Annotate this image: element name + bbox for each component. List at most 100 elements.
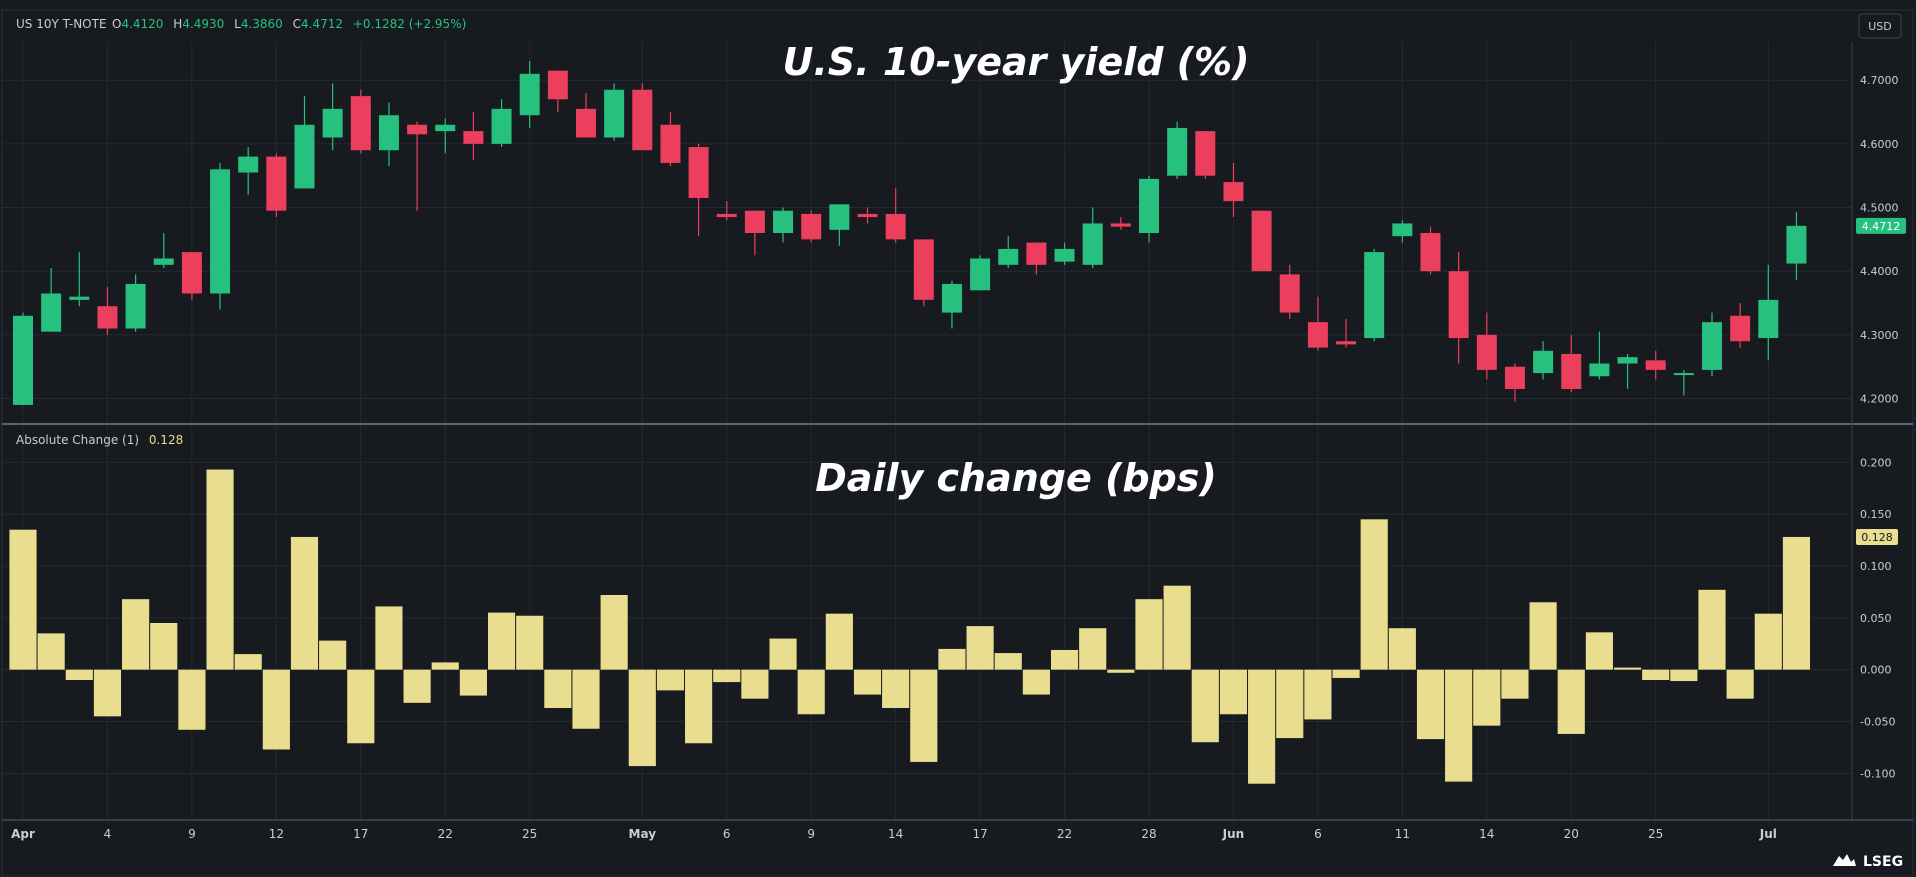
chart-frame bbox=[1, 9, 1914, 877]
candle-body bbox=[1617, 357, 1638, 364]
change-bar bbox=[150, 623, 178, 670]
candle-body bbox=[1026, 242, 1047, 265]
change-bar bbox=[910, 669, 938, 762]
time-tick-label: 14 bbox=[1479, 827, 1494, 841]
change-bar bbox=[1332, 669, 1360, 678]
candle-body bbox=[13, 315, 33, 405]
indicator-value: 0.128 bbox=[149, 433, 183, 447]
change-bar bbox=[234, 654, 262, 670]
candle-body bbox=[1251, 210, 1272, 272]
change-bar bbox=[65, 669, 93, 681]
candle-body bbox=[857, 213, 878, 218]
change-last-value-box bbox=[1856, 528, 1898, 545]
candle-body bbox=[576, 108, 596, 138]
high-label: H bbox=[173, 17, 182, 31]
candle-body bbox=[1758, 299, 1779, 339]
change-bar bbox=[1473, 669, 1501, 726]
candle-body bbox=[1223, 182, 1244, 202]
change-bar bbox=[1050, 649, 1079, 670]
candle-body bbox=[97, 306, 118, 329]
candle-body bbox=[1786, 225, 1807, 264]
candle-body bbox=[1645, 360, 1666, 370]
open-value: 4.4120 bbox=[121, 17, 163, 31]
change-chart-title: Daily change (bps) bbox=[815, 456, 1216, 500]
candle-body bbox=[1139, 178, 1159, 233]
close-value: 4.4712 bbox=[301, 17, 343, 31]
change-bar bbox=[600, 595, 628, 670]
time-tick-label: 25 bbox=[1648, 827, 1663, 841]
time-tick-label: 25 bbox=[522, 827, 537, 841]
change-bar bbox=[1782, 536, 1811, 670]
time-tick-label: Jul bbox=[1759, 827, 1777, 841]
change-bar bbox=[206, 469, 234, 670]
candle-body bbox=[1364, 252, 1385, 339]
change-bar bbox=[1416, 669, 1445, 740]
price-last-value: 4.4712 bbox=[1862, 220, 1901, 233]
candle-body bbox=[266, 156, 287, 211]
candle-body bbox=[970, 258, 991, 291]
candle-body bbox=[1448, 271, 1469, 339]
change-bar bbox=[1613, 667, 1642, 670]
candle-body bbox=[1561, 353, 1582, 389]
change-bar bbox=[825, 613, 853, 670]
currency-button[interactable] bbox=[1858, 13, 1902, 39]
change-bar bbox=[1754, 613, 1782, 670]
time-tick-label: 28 bbox=[1141, 827, 1156, 841]
candle-body bbox=[491, 108, 512, 144]
change-bar bbox=[1585, 632, 1613, 670]
lseg-logo-mark bbox=[1833, 854, 1856, 866]
open-label: O bbox=[112, 17, 121, 31]
change-last-value-label: 0.128 bbox=[1856, 528, 1898, 545]
change-axis[interactable]: -0.100 -0.050 0.000 0.050 0.100 0.150 0.200 bbox=[1860, 456, 1895, 780]
symbol-name[interactable]: US 10Y T-NOTE bbox=[16, 17, 107, 31]
time-tick-label: 22 bbox=[438, 827, 453, 841]
candle-body bbox=[1420, 233, 1441, 272]
change-bar bbox=[741, 669, 769, 699]
candle-body bbox=[998, 248, 1019, 265]
price-tick-label: 4.6000 bbox=[1860, 138, 1899, 151]
candle-body bbox=[1702, 322, 1722, 370]
time-tick-label: 14 bbox=[888, 827, 903, 841]
change-tick-label: -0.050 bbox=[1860, 716, 1895, 729]
low-label: L bbox=[234, 17, 241, 31]
change-bar bbox=[882, 669, 910, 709]
change-bar bbox=[1670, 669, 1698, 682]
time-axis[interactable]: Apr 4 9 12 17 22 25 May 6 9 14 17 22 28 Jun 6 11 14 20 25 Ju… bbox=[11, 827, 1777, 841]
change-bar bbox=[853, 669, 882, 695]
change-bar bbox=[93, 669, 122, 717]
time-tick-label: 22 bbox=[1057, 827, 1072, 841]
candle-body bbox=[378, 115, 399, 151]
change-bar bbox=[1107, 669, 1135, 673]
candle-body bbox=[773, 210, 794, 233]
change-bar bbox=[1557, 669, 1585, 734]
change-bar bbox=[1276, 669, 1304, 739]
change-bar bbox=[431, 662, 459, 670]
candle-body bbox=[1195, 131, 1216, 176]
candle-body bbox=[1054, 248, 1075, 262]
ohlc-legend: O4.4120 H4.4930 L4.3860 C4.4712 +0.1282 … bbox=[112, 17, 466, 31]
change-bar bbox=[1388, 628, 1416, 670]
change-bar bbox=[1248, 669, 1276, 784]
candle-body bbox=[1110, 223, 1131, 227]
candle-body bbox=[1504, 366, 1525, 389]
candle-body bbox=[210, 169, 231, 294]
candle-body bbox=[1392, 223, 1413, 237]
candle-body bbox=[632, 89, 653, 151]
time-tick-label: 11 bbox=[1395, 827, 1410, 841]
time-tick-label: 17 bbox=[972, 827, 987, 841]
price-tick-label: 4.3000 bbox=[1860, 329, 1899, 342]
change-bar bbox=[544, 669, 572, 709]
price-tick-label: 4.2000 bbox=[1860, 393, 1899, 406]
indicator-name: Absolute Change (1) bbox=[16, 433, 139, 447]
change-bar bbox=[1445, 669, 1473, 782]
change-tick-label: 0.200 bbox=[1860, 456, 1892, 469]
change-bar bbox=[769, 638, 797, 670]
candle-body bbox=[1673, 373, 1694, 376]
change-bar bbox=[290, 536, 319, 670]
change-bar bbox=[1642, 669, 1670, 681]
change-bar bbox=[37, 633, 65, 670]
change-bar bbox=[1219, 669, 1248, 715]
price-axis[interactable]: 4.2000 4.3000 4.4000 4.5000 4.6000 4.7000 bbox=[1860, 74, 1899, 405]
candle-body bbox=[688, 147, 709, 198]
